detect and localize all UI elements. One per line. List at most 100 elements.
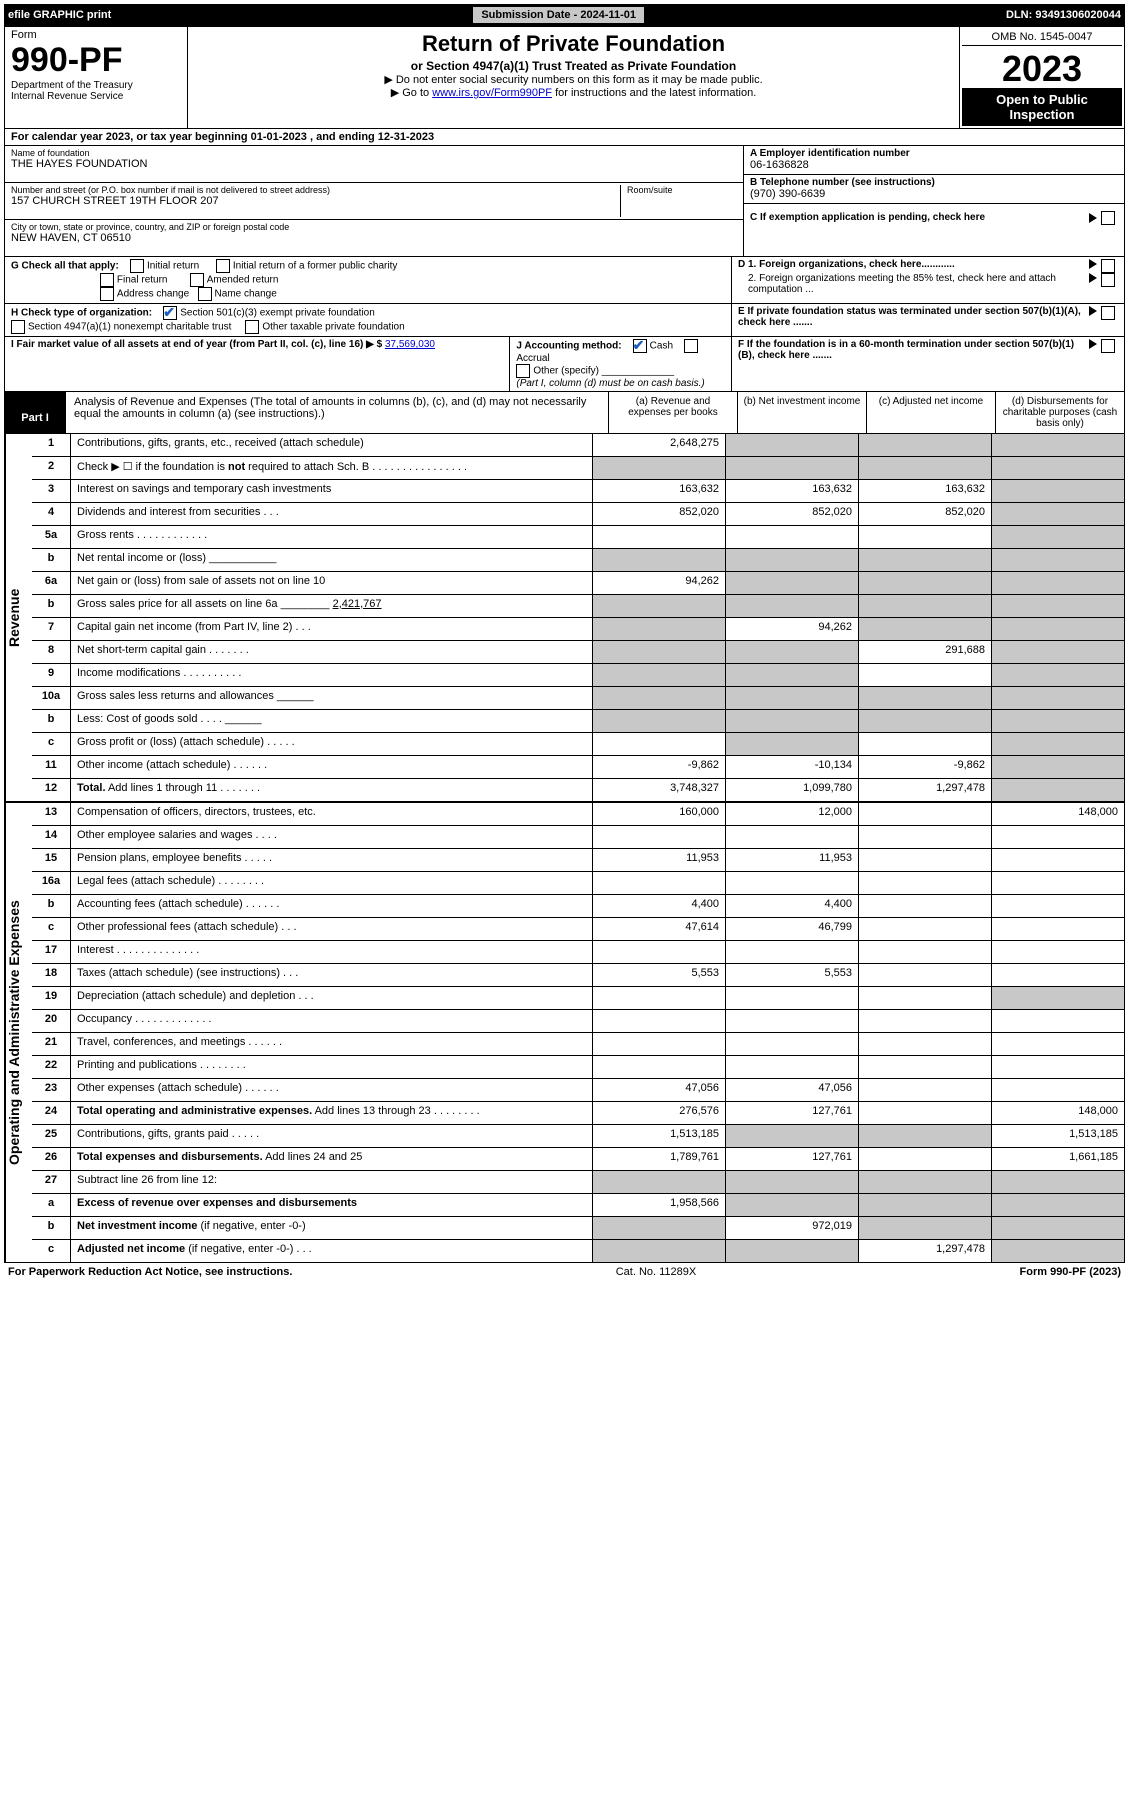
cell-d: [992, 1240, 1124, 1262]
ein-value: 06-1636828: [750, 159, 1118, 171]
g-final-checkbox[interactable]: [100, 273, 114, 287]
h-4947-checkbox[interactable]: [11, 320, 25, 334]
cell-b: 852,020: [726, 503, 859, 525]
instructions-link[interactable]: www.irs.gov/Form990PF: [432, 87, 552, 99]
row-num: 5a: [32, 526, 71, 548]
g-name-checkbox[interactable]: [198, 287, 212, 301]
row-desc: Other expenses (attach schedule) . . . .…: [71, 1079, 593, 1101]
cell-c: 163,632: [859, 480, 992, 502]
table-row: 14Other employee salaries and wages . . …: [32, 826, 1124, 849]
row-num: 16a: [32, 872, 71, 894]
row-desc: Total expenses and disbursements. Add li…: [71, 1148, 593, 1170]
f-checkbox[interactable]: [1101, 339, 1115, 353]
cell-c: [859, 826, 992, 848]
table-row: 8Net short-term capital gain . . . . . .…: [32, 641, 1124, 664]
g-address-checkbox[interactable]: [100, 287, 114, 301]
cell-a: [593, 526, 726, 548]
table-row: 11Other income (attach schedule) . . . .…: [32, 756, 1124, 779]
row-num: 7: [32, 618, 71, 640]
omb-number: OMB No. 1545-0047: [962, 29, 1122, 46]
cell-a: 3,748,327: [593, 779, 726, 801]
i-value[interactable]: 37,569,030: [385, 339, 435, 350]
cell-c: [859, 618, 992, 640]
g-initial-checkbox[interactable]: [130, 259, 144, 273]
cell-d: [992, 457, 1124, 479]
cell-a: 2,648,275: [593, 434, 726, 456]
cell-b: 4,400: [726, 895, 859, 917]
cell-a: [593, 1217, 726, 1239]
cell-c: [859, 964, 992, 986]
g-initial-former-checkbox[interactable]: [216, 259, 230, 273]
row-num: 14: [32, 826, 71, 848]
cell-a: [593, 549, 726, 571]
g-opt1: Final return: [117, 274, 168, 285]
cell-b: [726, 733, 859, 755]
e-checkbox[interactable]: [1101, 306, 1115, 320]
row-num: c: [32, 1240, 71, 1262]
table-row: bLess: Cost of goods sold . . . . ______: [32, 710, 1124, 733]
cell-a: [593, 733, 726, 755]
cell-a: 4,400: [593, 895, 726, 917]
cell-b: 12,000: [726, 803, 859, 825]
table-row: 4Dividends and interest from securities …: [32, 503, 1124, 526]
j-accrual-checkbox[interactable]: [684, 339, 698, 353]
c-checkbox[interactable]: [1101, 211, 1115, 225]
cell-b: 5,553: [726, 964, 859, 986]
row-num: 17: [32, 941, 71, 963]
row-desc: Legal fees (attach schedule) . . . . . .…: [71, 872, 593, 894]
col-c-header: (c) Adjusted net income: [867, 392, 996, 433]
col-a-header: (a) Revenue and expenses per books: [609, 392, 738, 433]
row-desc: Adjusted net income (if negative, enter …: [71, 1240, 593, 1262]
d2-label: 2. Foreign organizations meeting the 85%…: [738, 273, 1085, 295]
table-row: 9Income modifications . . . . . . . . . …: [32, 664, 1124, 687]
dept: Department of the Treasury: [11, 80, 181, 91]
cell-b: [726, 1125, 859, 1147]
arrow-icon: [1089, 259, 1097, 269]
cell-a: [593, 826, 726, 848]
cell-a: [593, 457, 726, 479]
cell-b: 163,632: [726, 480, 859, 502]
cell-d: [992, 1171, 1124, 1193]
cell-d: [992, 987, 1124, 1009]
table-row: 27Subtract line 26 from line 12:: [32, 1171, 1124, 1194]
row-desc: Less: Cost of goods sold . . . . ______: [71, 710, 593, 732]
part1-tag: Part I: [5, 392, 66, 433]
table-row: 6aNet gain or (loss) from sale of assets…: [32, 572, 1124, 595]
row-desc: Net rental income or (loss) ___________: [71, 549, 593, 571]
cell-c: [859, 664, 992, 686]
part1-title: Analysis of Revenue and Expenses: [74, 396, 247, 408]
form-header: Form 990-PF Department of the Treasury I…: [4, 26, 1125, 129]
d1-checkbox[interactable]: [1101, 259, 1115, 273]
cell-b: [726, 1033, 859, 1055]
cell-a: 160,000: [593, 803, 726, 825]
cell-c: 1,297,478: [859, 1240, 992, 1262]
d2-checkbox[interactable]: [1101, 273, 1115, 287]
j-accr: Accrual: [516, 353, 549, 364]
cell-a: [593, 641, 726, 663]
cell-b: [726, 941, 859, 963]
g-block: G Check all that apply: Initial return I…: [4, 257, 1125, 304]
foundation-name: THE HAYES FOUNDATION: [11, 158, 737, 170]
g-amended-checkbox[interactable]: [190, 273, 204, 287]
cell-d: [992, 826, 1124, 848]
addr-label: Number and street (or P.O. box number if…: [11, 185, 620, 195]
row-num: 4: [32, 503, 71, 525]
j-other-checkbox[interactable]: [516, 364, 530, 378]
row-desc: Gross profit or (loss) (attach schedule)…: [71, 733, 593, 755]
calendar-year: For calendar year 2023, or tax year begi…: [4, 129, 1125, 146]
j-cash-checkbox[interactable]: [633, 339, 647, 353]
cell-a: [593, 618, 726, 640]
table-row: 3Interest on savings and temporary cash …: [32, 480, 1124, 503]
h-other-checkbox[interactable]: [245, 320, 259, 334]
j-other: Other (specify): [533, 365, 599, 376]
h-501c3-checkbox[interactable]: [163, 306, 177, 320]
cell-c: [859, 1079, 992, 1101]
cell-c: [859, 434, 992, 456]
cell-c: [859, 549, 992, 571]
city-label: City or town, state or province, country…: [11, 222, 737, 232]
j-note: (Part I, column (d) must be on cash basi…: [516, 378, 704, 389]
cell-b: [726, 687, 859, 709]
cell-b: [726, 1240, 859, 1262]
row-num: b: [32, 549, 71, 571]
g-label: G Check all that apply:: [11, 260, 119, 271]
